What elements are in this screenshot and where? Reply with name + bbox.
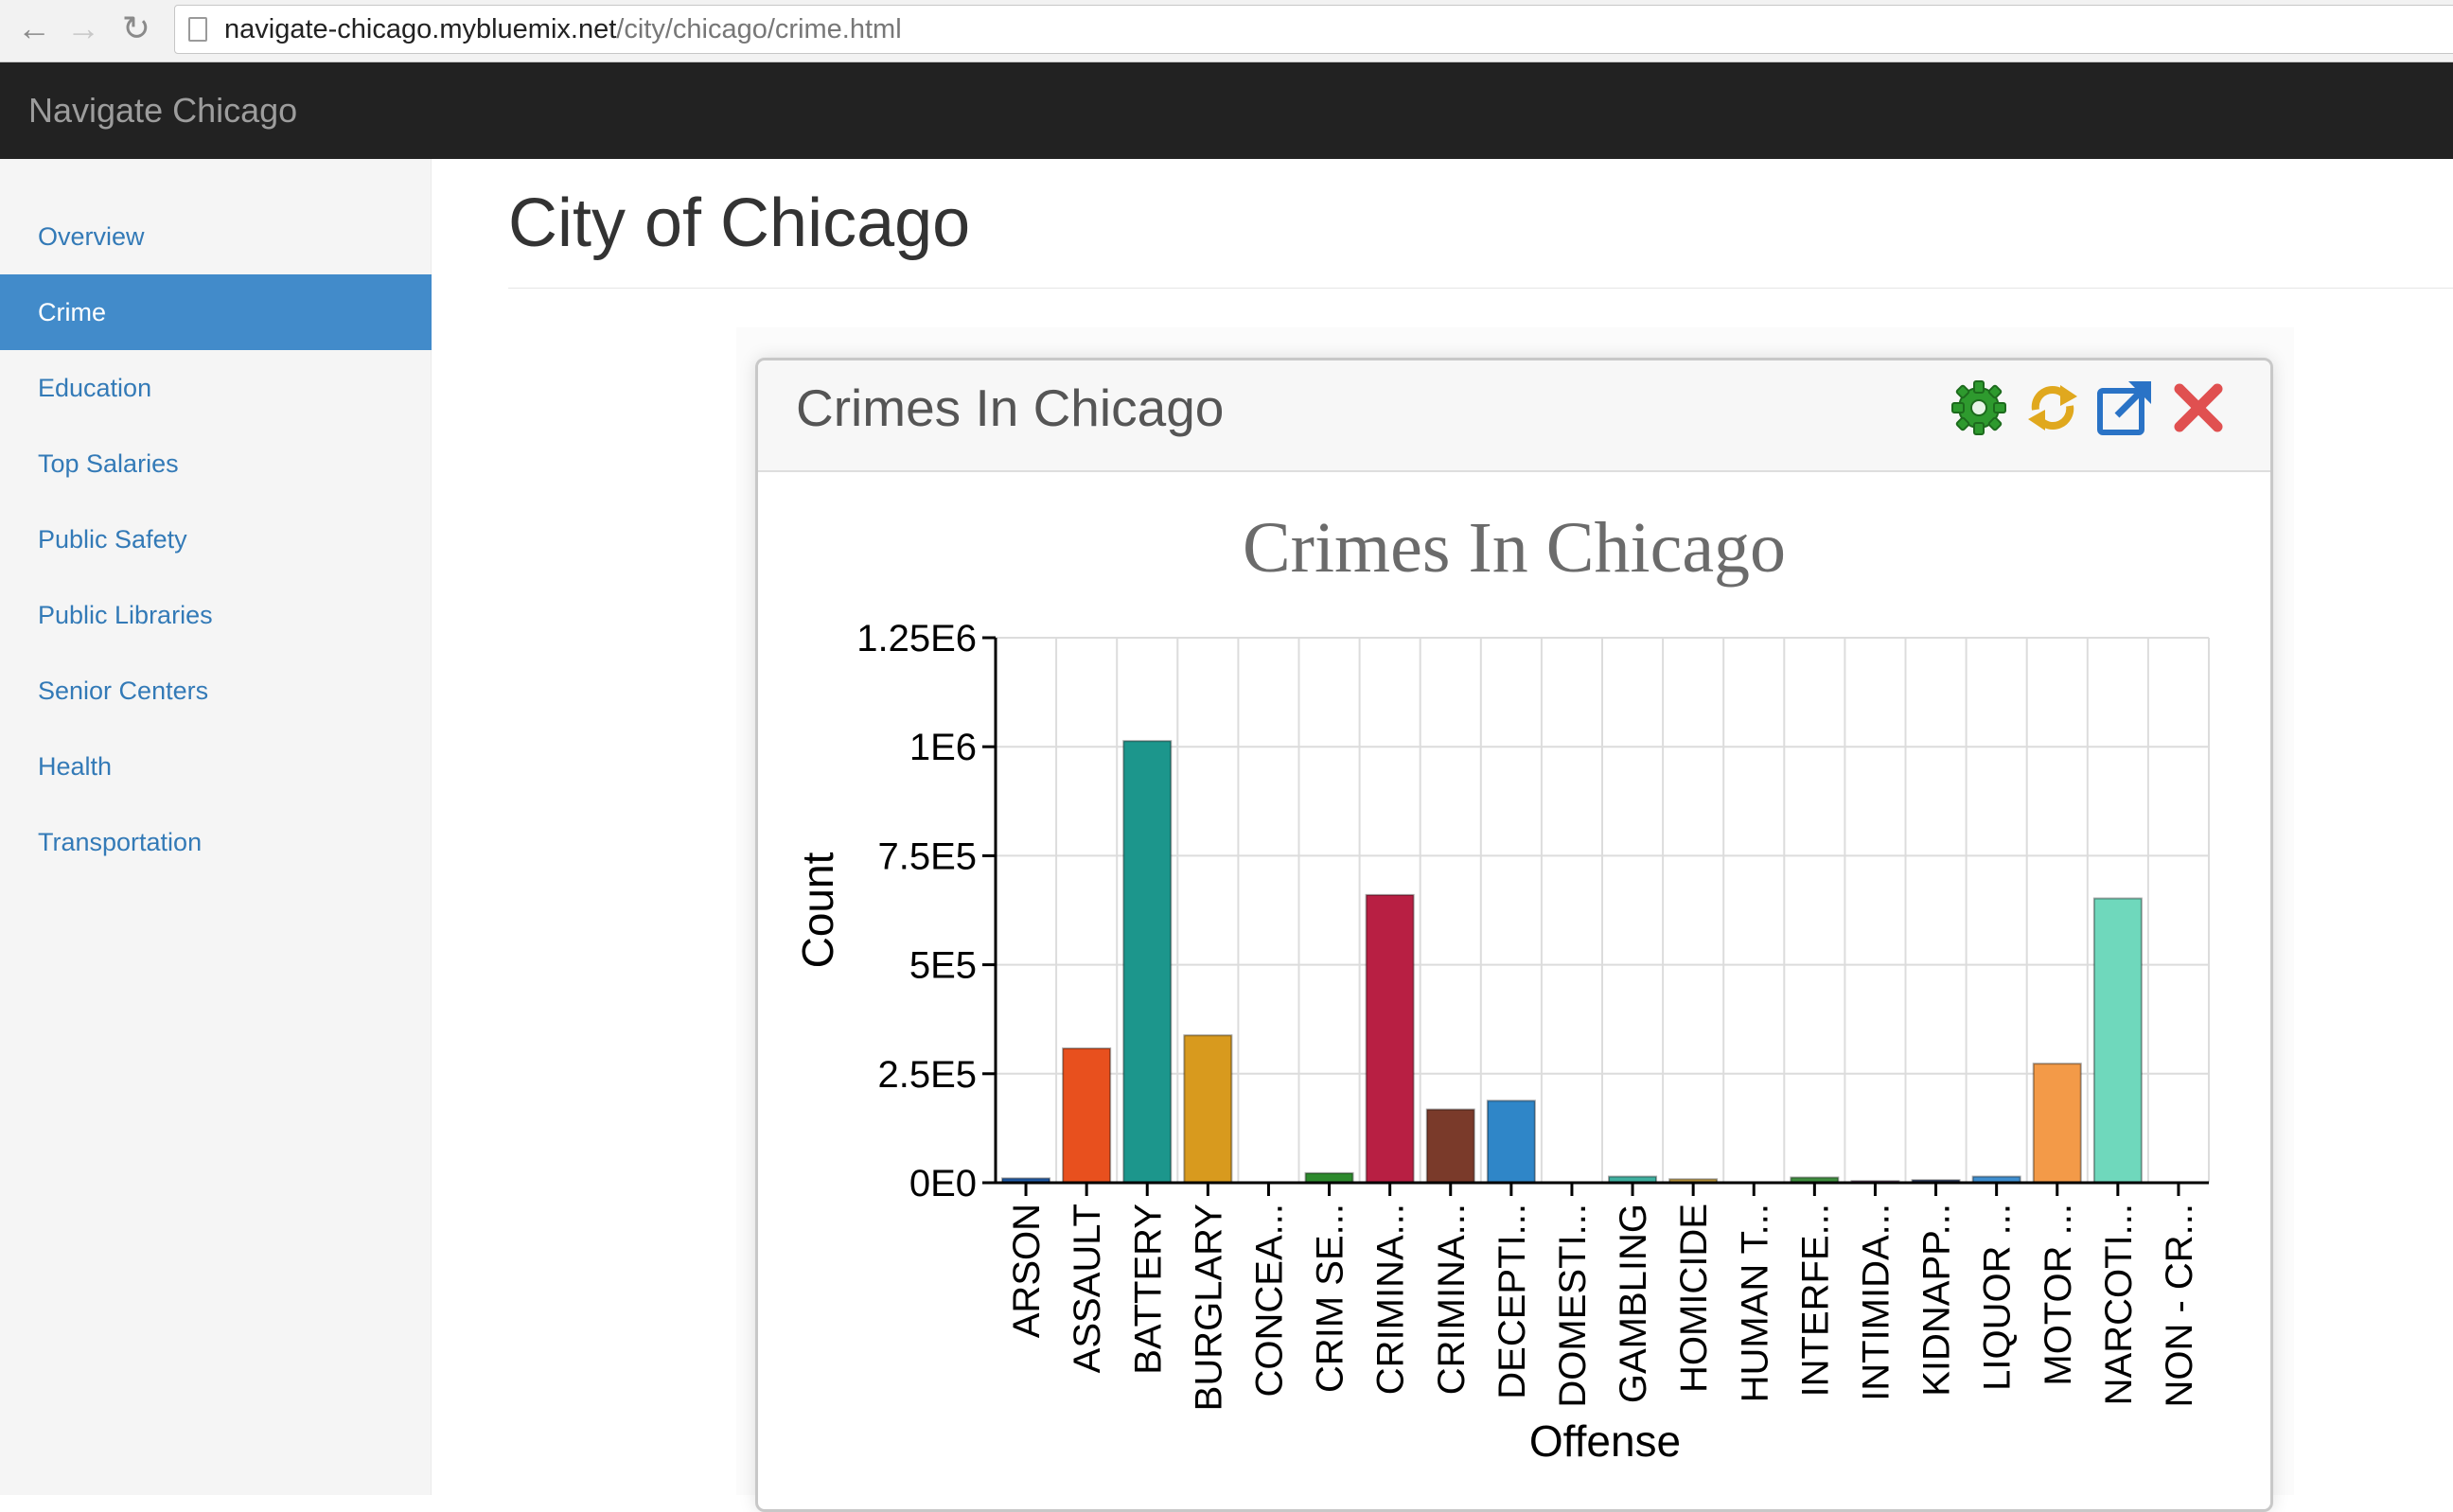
bar[interactable]	[1183, 1034, 1233, 1185]
x-tick-label: CONCEA...	[1248, 1204, 1290, 1397]
url-text: navigate-chicago.mybluemix.net/city/chic…	[224, 6, 902, 53]
title-divider	[508, 288, 2453, 289]
sidebar-item-education[interactable]: Education	[38, 374, 152, 402]
x-tick-label: INTERFE...	[1794, 1204, 1836, 1397]
sidebar-item-top-salaries[interactable]: Top Salaries	[38, 449, 179, 478]
x-tick-label: KIDNAPP...	[1916, 1204, 1958, 1397]
x-tick-label: ASSAULT	[1067, 1204, 1108, 1373]
top-navbar: Navigate Chicago	[0, 62, 2453, 159]
x-tick-label: CRIMINA...	[1370, 1204, 1412, 1395]
chart-axes	[982, 636, 2209, 1196]
bar[interactable]	[2032, 1063, 2082, 1185]
y-tick-label: 1E6	[909, 727, 977, 768]
x-tick-label: NARCOTI...	[2098, 1204, 2140, 1405]
back-button[interactable]: ←	[17, 9, 51, 47]
y-tick-label: 7.5E5	[877, 835, 977, 877]
sidebar-item-transportation[interactable]: Transportation	[38, 828, 203, 856]
sidebar-item-crime[interactable]: Crime	[0, 274, 432, 350]
sidebar: Overview Crime Education Top Salaries Pu…	[0, 159, 432, 1495]
bar[interactable]	[1304, 1171, 1354, 1185]
x-tick-label: LIQUOR ...	[1977, 1204, 2019, 1391]
url-host: navigate-chicago.mybluemix.net	[224, 14, 617, 44]
widget-title: Crimes In Chicago	[796, 378, 1225, 437]
sidebar-item-health[interactable]: Health	[38, 752, 113, 781]
browser-toolbar: ← → ↻ navigate-chicago.mybluemix.net/cit…	[0, 0, 2453, 62]
close-icon[interactable]	[2168, 378, 2229, 438]
brand-link[interactable]: Navigate Chicago	[28, 91, 298, 130]
sidebar-item-public-safety[interactable]: Public Safety	[38, 525, 187, 554]
x-tick-label: DECEPTI...	[1491, 1204, 1533, 1399]
page-title: City of Chicago	[508, 185, 971, 261]
bar[interactable]	[1425, 1108, 1475, 1184]
y-tick-label: 0E0	[909, 1163, 977, 1204]
bar[interactable]	[1365, 893, 1415, 1184]
chart-widget: Crimes In Chicago	[755, 358, 2273, 1512]
x-tick-label: INTIMIDA...	[1855, 1204, 1897, 1401]
bar[interactable]	[2092, 897, 2143, 1184]
bar[interactable]	[1122, 740, 1173, 1184]
x-axis-title: Offense	[1529, 1416, 1681, 1466]
gear-icon[interactable]	[1949, 378, 2009, 438]
url-path: /city/chicago/crime.html	[616, 14, 902, 44]
x-tick-label: HUMAN T...	[1734, 1204, 1775, 1402]
reload-button[interactable]: ↻	[121, 9, 151, 47]
x-tick-label: MOTOR ...	[2038, 1204, 2079, 1386]
x-tick-label: DOMESTI...	[1552, 1204, 1594, 1408]
y-tick-label: 1.25E6	[856, 618, 977, 659]
sidebar-item-senior-centers[interactable]: Senior Centers	[38, 677, 209, 705]
x-tick-label: HOMICIDE	[1673, 1204, 1715, 1393]
x-tick-label: BATTERY	[1127, 1204, 1169, 1375]
chart-grid	[995, 637, 2210, 1183]
popout-icon[interactable]	[2094, 378, 2155, 438]
x-tick-label: BURGLARY	[1188, 1204, 1229, 1411]
chart-bars	[1001, 740, 2143, 1185]
y-tick-label: 5E5	[909, 945, 977, 987]
chart-title: Crimes In Chicago	[1243, 508, 1786, 588]
x-tick-label: NON - CR...	[2159, 1204, 2200, 1408]
refresh-icon[interactable]	[2022, 378, 2083, 438]
x-tick-label: ARSON	[1006, 1204, 1048, 1338]
x-tick-label: GAMBLING	[1613, 1204, 1654, 1403]
widget-header: Crimes In Chicago	[758, 360, 2270, 472]
bar[interactable]	[1486, 1099, 1536, 1185]
bar[interactable]	[1062, 1047, 1112, 1185]
x-tick-label: CRIM SE...	[1310, 1204, 1351, 1393]
sidebar-item-overview[interactable]: Overview	[38, 222, 145, 251]
forward-button[interactable]: →	[66, 9, 100, 47]
y-axis-title: Count	[793, 852, 842, 968]
sidebar-item-public-libraries[interactable]: Public Libraries	[38, 601, 213, 629]
chart-tick-labels: 0E0 2.5E5 5E5 7.5E5 1E6 1.25E6 ARSON ASSAULT BAT…	[856, 618, 2200, 1411]
y-tick-label: 2.5E5	[877, 1054, 977, 1096]
page-icon	[188, 17, 207, 42]
x-tick-label: CRIMINA...	[1431, 1204, 1473, 1395]
address-bar[interactable]: navigate-chicago.mybluemix.net/city/chic…	[174, 5, 2453, 54]
